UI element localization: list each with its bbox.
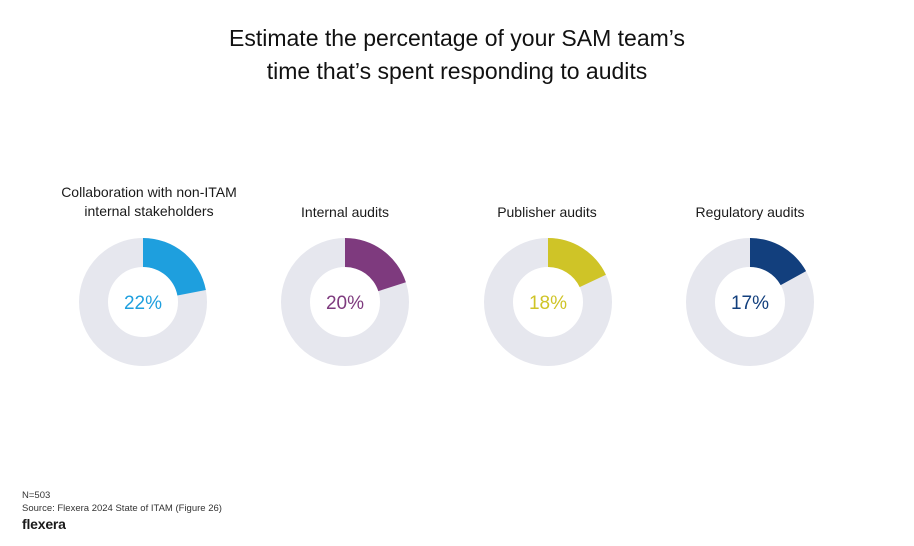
donut-value-internal-audits: 20% xyxy=(326,293,364,314)
donut-label-publisher-audits: Publisher audits xyxy=(437,203,657,222)
sample-size: N=503 xyxy=(22,490,51,501)
donut-label-collaboration: Collaboration with non-ITAM internal sta… xyxy=(39,183,259,221)
donut-label-regulatory-audits-text: Regulatory audits xyxy=(695,204,805,220)
source-note: Source: Flexera 2024 State of ITAM (Figu… xyxy=(22,503,222,514)
donut-segment-regulatory-audits xyxy=(750,238,807,286)
donut-label-collaboration-line-1: Collaboration with non-ITAM xyxy=(61,184,237,200)
donut-label-internal-audits-text: Internal audits xyxy=(301,204,389,220)
donut-label-collaboration-line-2: internal stakeholders xyxy=(84,203,214,219)
chart-title: Estimate the percentage of your SAM team… xyxy=(0,22,914,88)
chart-title-line-1: Estimate the percentage of your SAM team… xyxy=(229,25,685,51)
chart-title-line-2: time that’s spent responding to audits xyxy=(266,58,648,84)
donut-value-regulatory-audits: 17% xyxy=(731,293,769,314)
donut-segment-collaboration xyxy=(143,238,206,296)
donut-label-internal-audits: Internal audits xyxy=(235,203,455,222)
donut-value-publisher-audits: 18% xyxy=(529,293,567,314)
flexera-logo: flexera xyxy=(22,516,66,532)
donut-label-regulatory-audits: Regulatory audits xyxy=(640,203,860,222)
donut-label-publisher-audits-text: Publisher audits xyxy=(497,204,597,220)
footer: N=503 Source: Flexera 2024 State of ITAM… xyxy=(22,489,222,515)
donut-value-collaboration: 22% xyxy=(124,293,162,314)
donut-segment-publisher-audits xyxy=(548,238,606,288)
donut-segment-internal-audits xyxy=(345,238,406,292)
